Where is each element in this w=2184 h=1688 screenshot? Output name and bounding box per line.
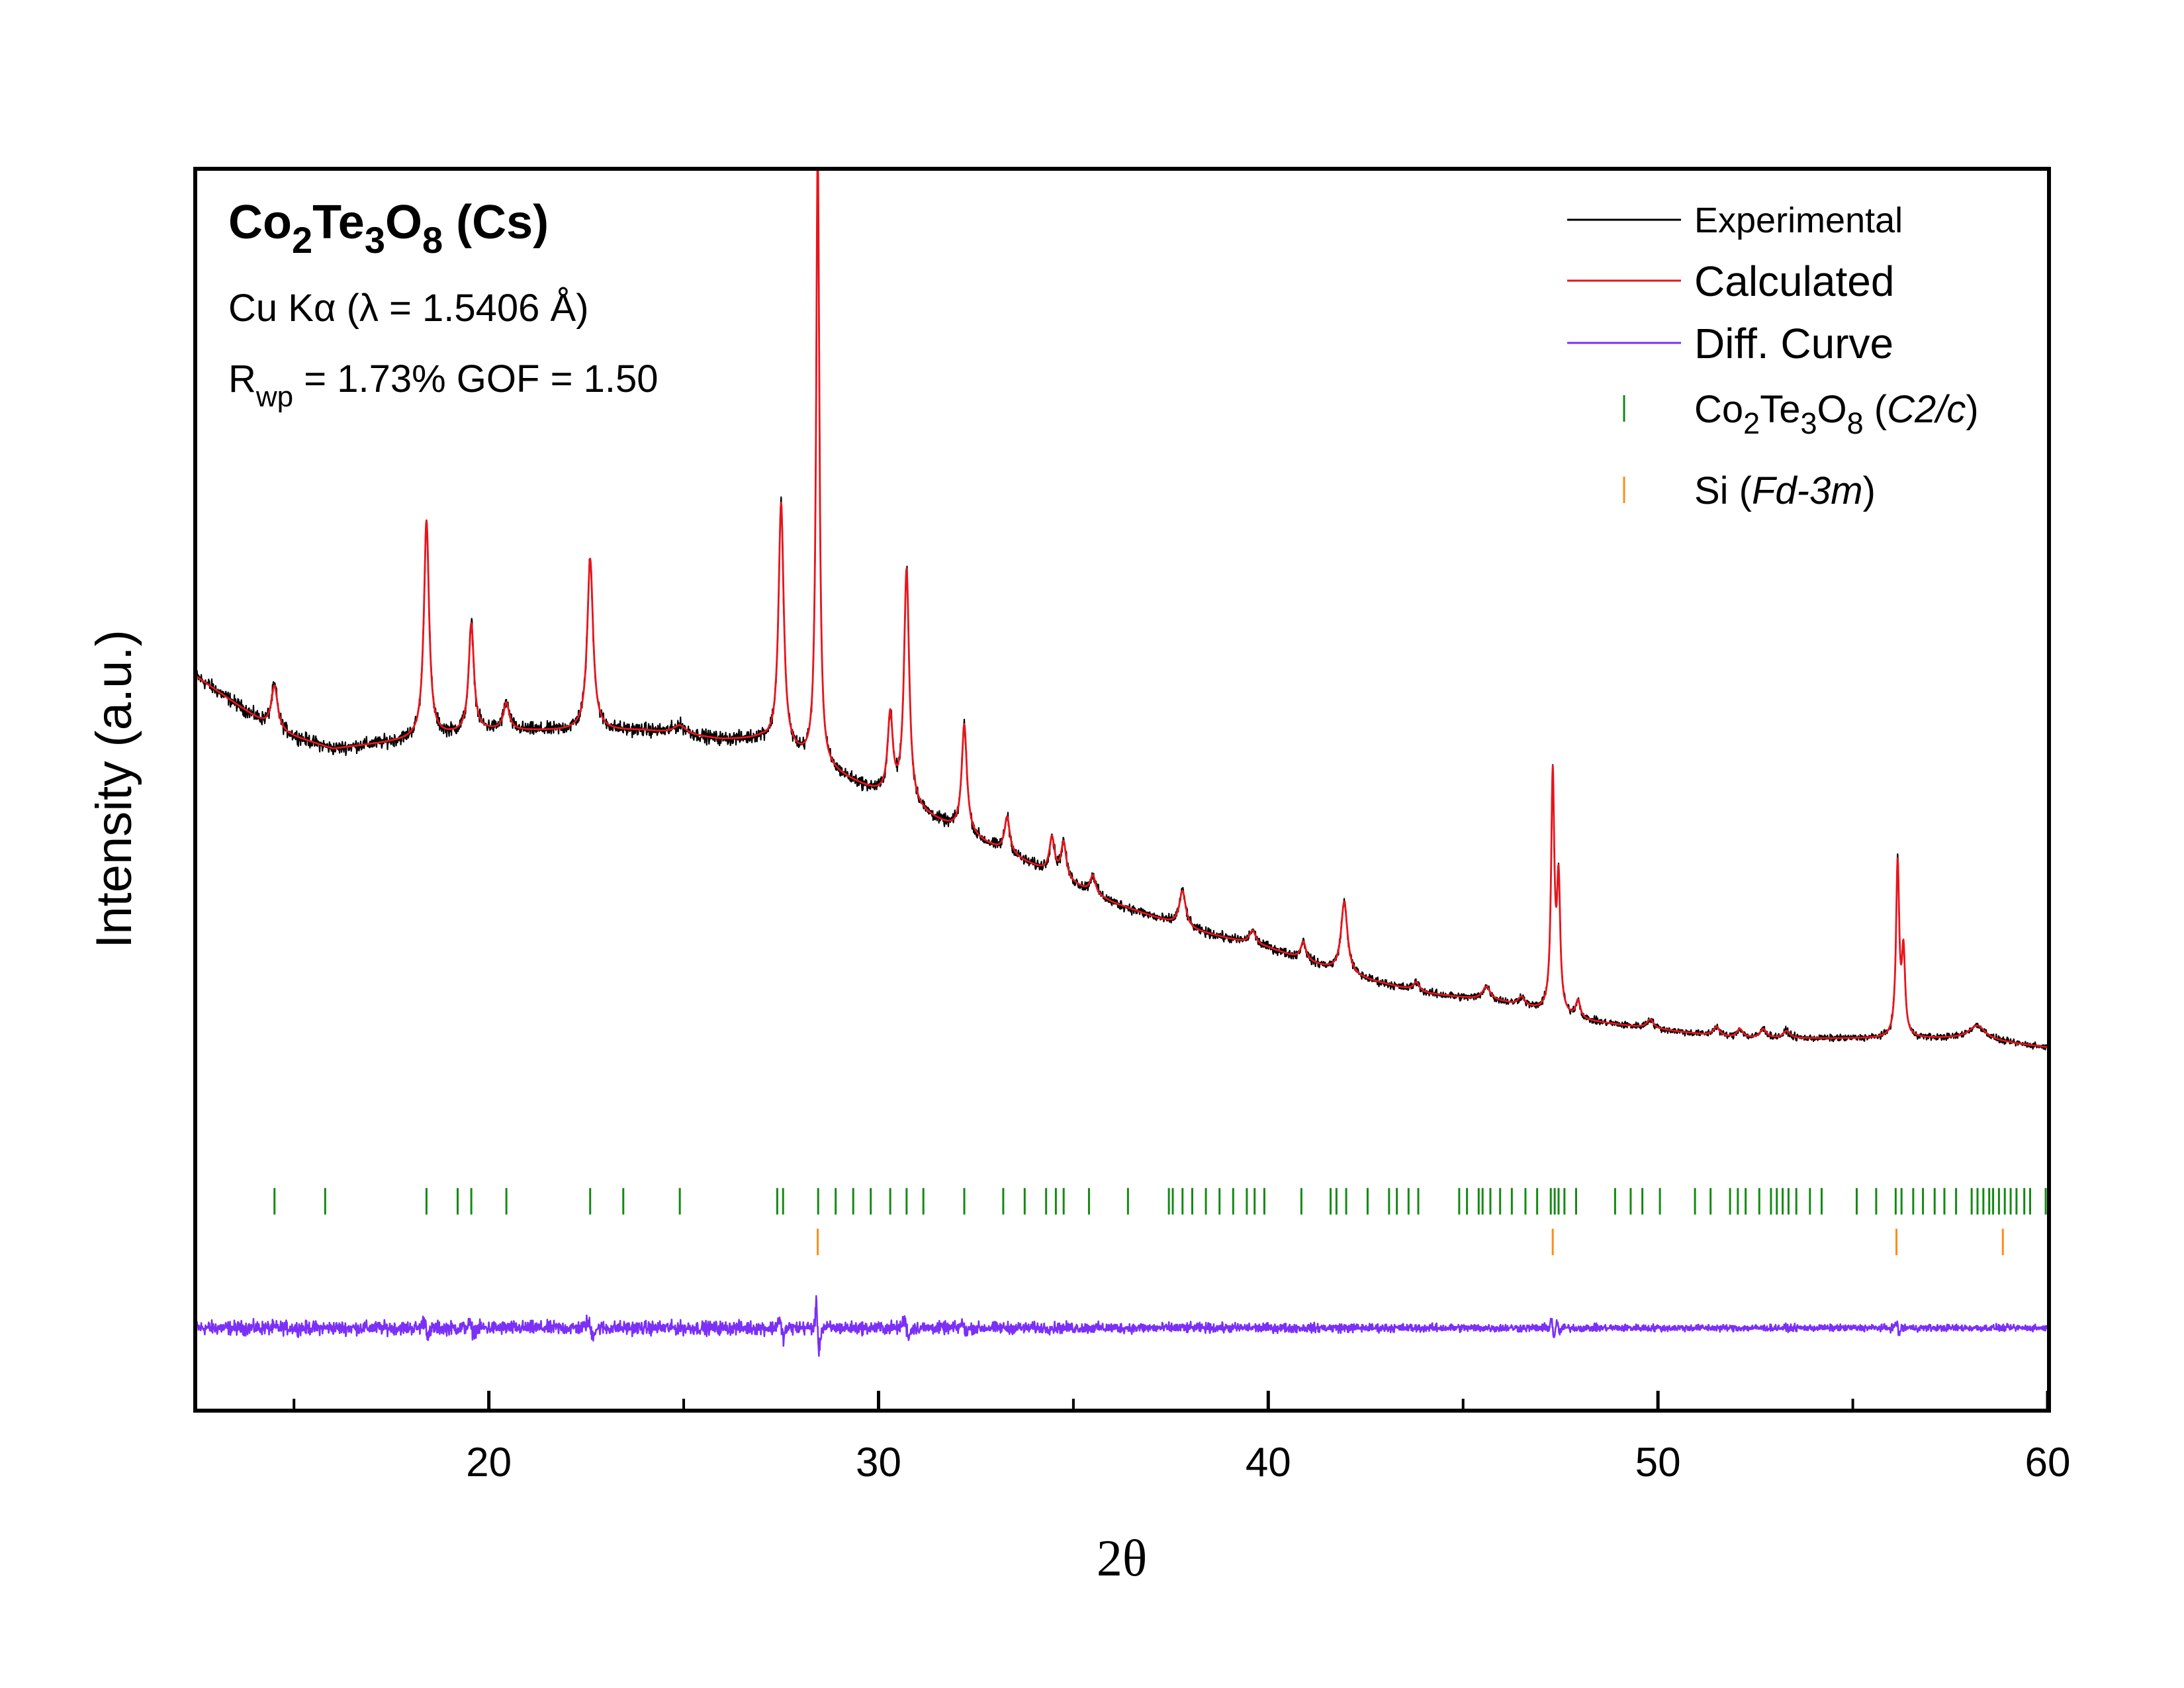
chart-title-text: Co2Te3O8 (Cs): [228, 196, 549, 261]
text-run: (: [1864, 388, 1887, 431]
phase2-reflection-ticks: [817, 1229, 2004, 1256]
x-axis: 20 30 40 50 60: [293, 1391, 2071, 1485]
chart-title: Co2Te3O8 (Cs): [228, 196, 549, 261]
text-run: ): [1966, 388, 1978, 431]
subscript-text: 8: [422, 219, 443, 261]
legend-label: Experimental: [1694, 201, 1903, 240]
x-axis-label: 2θ: [1097, 1529, 1147, 1587]
subscript-text: 3: [1800, 406, 1817, 440]
phase1-reflection-ticks: [273, 1188, 2047, 1215]
plot-area: [197, 170, 2048, 1357]
subscript-text: 2: [1743, 406, 1760, 440]
legend-label: Calculated: [1694, 258, 1894, 305]
text-run: Experimental: [1694, 201, 1903, 240]
legend-label: Diff. Curve: [1694, 320, 1893, 367]
legend: Experimental Calculated Diff. Curve Co2Te3O…: [1567, 201, 1979, 512]
x-tick-label: 60: [2025, 1440, 2071, 1485]
y-axis-label: Intensity (a.u.): [86, 630, 142, 949]
text-run: Co: [1694, 388, 1743, 431]
fit-r-subscript: wp: [255, 381, 293, 413]
text-run: Co: [228, 196, 292, 249]
wavelength-annotation: Cu Kα (λ = 1.5406 Å): [228, 287, 589, 330]
text-run: Si (: [1694, 469, 1752, 512]
text-run: Fd-3m: [1752, 469, 1863, 512]
text-run: ): [1863, 469, 1876, 512]
fit-statistics: Rwp = 1.73% GOF = 1.50: [228, 357, 658, 413]
text-run: Te: [312, 196, 365, 249]
chart-title-suffix: (Cs): [443, 196, 549, 249]
legend-label: Si (Fd-3m): [1694, 469, 1876, 512]
fit-r-symbol: R: [228, 357, 256, 400]
text-run: Calculated: [1694, 258, 1894, 305]
legend-label: Co2Te3O8 (C2/c): [1694, 388, 1979, 440]
text-run: Diff. Curve: [1694, 320, 1893, 367]
subscript-text: 3: [365, 219, 385, 261]
text-run: Te: [1760, 388, 1800, 431]
x-tick-label: 20: [466, 1440, 512, 1485]
x-tick-label: 40: [1246, 1440, 1291, 1485]
subscript-text: 2: [292, 219, 312, 261]
text-run: O: [385, 196, 422, 249]
x-tick-label: 50: [1635, 1440, 1681, 1485]
x-tick-label: 30: [856, 1440, 901, 1485]
difference-curve: [197, 1295, 2048, 1357]
subscript-text: 8: [1847, 406, 1864, 440]
fit-values: = 1.73% GOF = 1.50: [293, 357, 658, 400]
calculated-curve: [197, 170, 2048, 1049]
text-run: C2/c: [1887, 388, 1966, 431]
text-run: O: [1817, 388, 1846, 431]
plot-frame: [193, 167, 2051, 1413]
